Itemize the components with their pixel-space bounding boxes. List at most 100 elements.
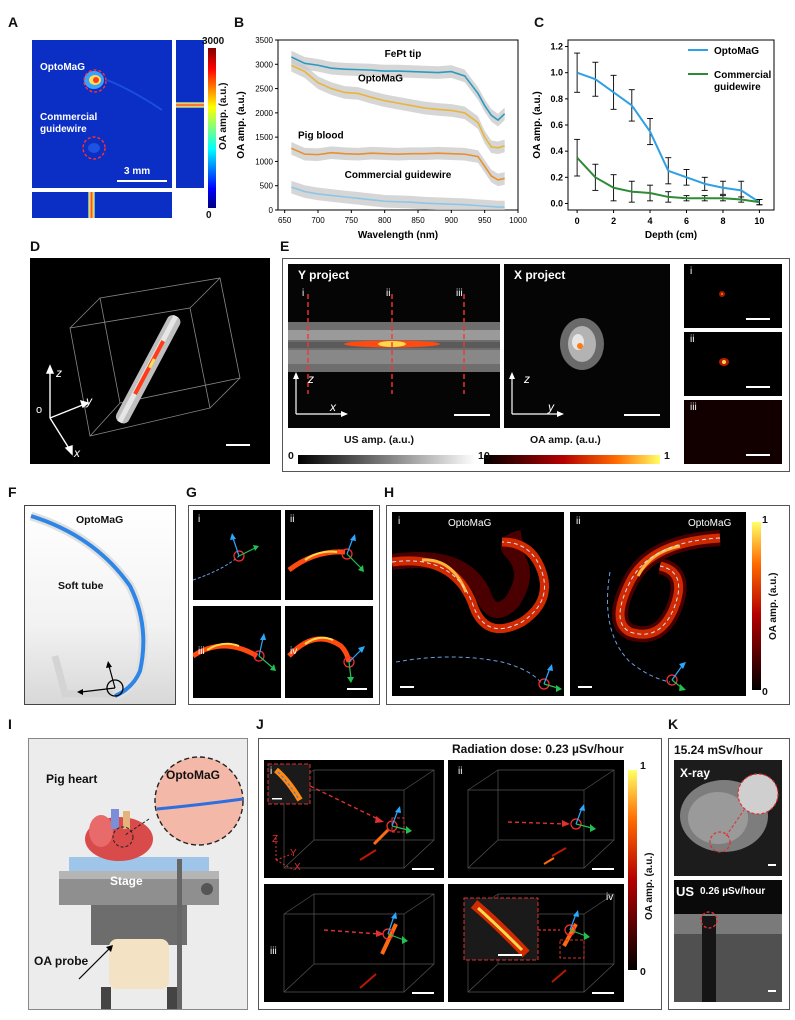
chart-b-ytick-label: 2000	[255, 109, 273, 118]
panel-k-xray-dose: 15.24 mSv/hour	[674, 743, 763, 757]
panel-j-image-iii	[264, 884, 444, 1002]
panel-a-commercial-label-2: guidewire	[40, 124, 87, 135]
chart-b-xtick-label: 700	[311, 216, 325, 225]
chart-b-xtick-label: 1000	[509, 216, 527, 225]
panel-label-e: E	[280, 238, 290, 254]
panel-j-axis-z: Z	[272, 834, 279, 845]
panel-d-origin: o	[36, 404, 43, 416]
panel-h-cbar-min: 0	[762, 686, 768, 698]
chart-c-ytick-label: 1.0	[550, 68, 563, 78]
panel-h-cbar-max: 1	[762, 514, 768, 526]
panel-label-f: F	[8, 484, 17, 500]
chart-b-ytick-label: 3000	[255, 60, 273, 69]
panel-label-c: C	[534, 14, 545, 30]
panel-e-x-project-title: X project	[514, 268, 566, 282]
chart-b-series-1	[290, 64, 505, 149]
chart-c-ytick-label: 1.2	[550, 42, 563, 52]
chart-b-xtick-label: 750	[345, 216, 359, 225]
panel-d-axis-y: y	[86, 394, 92, 408]
chart-c-xtick-label: 10	[754, 216, 764, 226]
chart-b-series-label-1: OptoMaG	[358, 73, 403, 84]
panel-e-us-min: 0	[288, 450, 294, 462]
panel-i-illustration	[28, 738, 248, 1010]
panel-g-image-ii-label: ii	[290, 514, 295, 525]
panel-j-dose: Radiation dose: 0.23 µSv/hour	[452, 742, 624, 756]
panel-h-image-i-label: i	[398, 516, 401, 527]
panel-h-colorbar	[752, 522, 761, 690]
panel-a-image-svg	[32, 40, 172, 188]
panel-j-image-iv-label: iv	[606, 892, 614, 903]
panel-j-axis-x: X	[294, 862, 301, 873]
panel-k-us-dose: 0.26 µSv/hour	[700, 886, 766, 897]
panel-e-slice-image-i-label: i	[690, 266, 693, 277]
chart-b-xtick-label: 850	[411, 216, 425, 225]
chart-c-series-0	[576, 71, 760, 203]
chart-c-xtick-label: 6	[684, 216, 689, 226]
panel-a-commercial-label-1: Commercial	[40, 112, 98, 123]
panel-j-axis-y: Y	[290, 848, 297, 859]
chart-c-xtick-label: 0	[575, 216, 580, 226]
panel-e-y-project	[288, 264, 500, 428]
panel-i-pig-heart-label: Pig heart	[46, 772, 98, 786]
chart-b-xtick-label: 950	[478, 216, 492, 225]
chart-b-ytick-label: 3500	[255, 36, 273, 45]
panel-e-slice-image-iii-label: iii	[690, 402, 697, 413]
panel-label-i: I	[8, 716, 12, 732]
chart-c-ytick-label: 0.2	[550, 172, 563, 182]
chart-c-ytick-label: 0.8	[550, 94, 563, 104]
chart-b-series-3	[291, 186, 505, 208]
panel-j-cbar-label: OA amp. (a.u.)	[644, 852, 655, 920]
chart-b-xtick-label: 900	[445, 216, 459, 225]
panel-a-side-projection	[176, 40, 204, 188]
panel-a-optomag-label: OptoMaG	[40, 62, 85, 73]
panel-label-g: G	[186, 484, 197, 500]
panel-d-axis-z: z	[56, 366, 62, 380]
panel-e-axis-z-2: z	[524, 372, 530, 386]
panel-label-d: D	[30, 238, 41, 254]
panel-e-y-project-title: Y project	[298, 268, 350, 282]
panel-g-image-iv-label: iv	[290, 646, 298, 657]
panel-g-image-ii	[285, 510, 373, 600]
panel-c-chart: 0 2 4 6 8 10 0.0 0.2 0.4 0.6 0.8 1.0 1.2 Depth (cm) OA…	[532, 39, 775, 241]
panel-d-axis-x: x	[74, 446, 80, 460]
panel-a-scale-bar	[117, 180, 167, 182]
chart-b-xtick-label: 800	[378, 216, 392, 225]
panel-h-frame	[386, 505, 790, 705]
chart-c-ytick-label: 0.6	[550, 120, 563, 130]
panel-j-cbar-min: 0	[640, 966, 646, 978]
chart-c-ytick-label: 0.0	[550, 198, 563, 208]
chart-b-xlabel: Wavelength (nm)	[358, 230, 438, 241]
panel-e-x-project	[504, 264, 670, 428]
chart-b-ytick-label: 1500	[255, 133, 273, 142]
chart-b-series-label-3: Commercial guidewire	[345, 170, 452, 181]
panel-label-b: B	[234, 14, 245, 30]
chart-c-xlabel: Depth (cm)	[645, 230, 697, 241]
panel-e-us-label: US amp. (a.u.)	[344, 434, 415, 446]
chart-c-xtick-label: 8	[720, 216, 725, 226]
chart-b-ytick-label: 2500	[255, 85, 273, 94]
panel-a-bottom-projection	[32, 192, 172, 218]
panel-a-cbar-label: OA amp. (a.u.)	[218, 82, 229, 150]
panel-label-h: H	[384, 484, 395, 500]
panel-e-frame	[282, 258, 790, 472]
panel-a-cbar-min: 0	[206, 210, 212, 221]
chart-b-series-label-2: Pig blood	[298, 131, 344, 142]
panel-i-optomag-label: OptoMaG	[166, 768, 220, 782]
chart-c-ylabel: OA amp. (a.u.)	[532, 91, 543, 158]
panel-e-slice-i: i	[302, 288, 305, 299]
panel-e-us-colorbar	[298, 451, 476, 464]
chart-b-band-1	[291, 58, 505, 155]
chart-c-legend-label-2: guidewire	[714, 82, 761, 93]
chart-c-frame	[567, 39, 775, 211]
panel-e-oa-min: 0	[484, 450, 490, 462]
panel-k-xray-image	[674, 760, 782, 876]
panel-d-volume	[30, 258, 270, 464]
panel-e-oa-colorbar	[484, 451, 660, 464]
panel-label-a: A	[8, 14, 19, 30]
panel-a-scale-label: 3 mm	[124, 166, 151, 177]
panel-e-us-max: 1	[478, 450, 484, 462]
panel-h-image-ii-label: ii	[576, 516, 581, 527]
panel-j-cbar-max: 1	[640, 760, 646, 772]
panel-e-slice-image-ii	[684, 332, 782, 396]
panel-j-image-i	[264, 760, 444, 878]
